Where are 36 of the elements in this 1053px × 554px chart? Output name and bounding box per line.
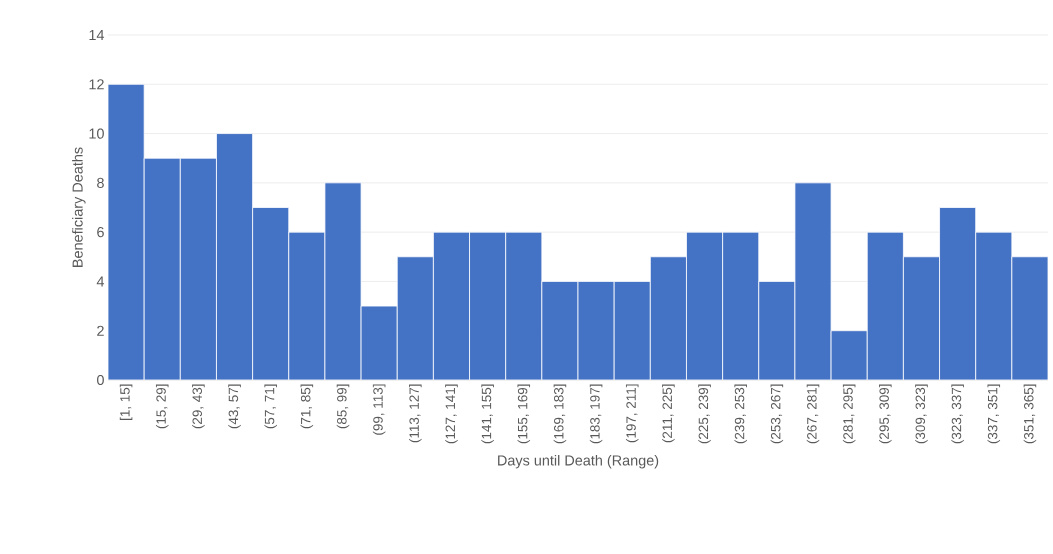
- x-tick-label: (99, 113]: [372, 384, 386, 435]
- x-tick-label: (323, 337]: [951, 384, 964, 444]
- y-tick-label: 8: [97, 177, 104, 188]
- x-tick-label: (71, 85]: [300, 384, 314, 429]
- x-tick-label: (15, 29]: [155, 384, 169, 429]
- x-tick-label: (155, 169]: [517, 384, 531, 444]
- x-tick-label: (267, 281]: [806, 384, 820, 444]
- x-tick-label: [1, 15]: [119, 384, 133, 420]
- x-tick-label: (141, 155]: [481, 384, 494, 444]
- x-tick-label: (337, 351]: [987, 384, 1001, 444]
- x-tick-label: (239, 253]: [734, 384, 747, 444]
- x-tick-label: (253, 267]: [770, 384, 784, 444]
- x-tick-label: (127, 141]: [445, 384, 458, 444]
- x-tick-label: (211, 225]: [662, 384, 675, 443]
- x-tick-label: (85, 99]: [336, 384, 350, 429]
- x-tick-label: (295, 309]: [879, 384, 892, 444]
- x-tick-label: (113, 127]: [409, 384, 422, 443]
- y-tick-label: 0: [97, 374, 104, 386]
- y-tick-label: 12: [89, 79, 104, 90]
- x-tick-label: (57, 71]: [264, 384, 277, 429]
- x-tick-label: (351, 365]: [1023, 384, 1037, 444]
- y-tick-label: 2: [97, 325, 104, 336]
- y-axis-title: Beneficiary Deaths: [72, 147, 86, 267]
- x-axis-title: Days until Death (Range): [498, 454, 659, 469]
- y-tick-label: 10: [89, 128, 104, 139]
- x-tick-label: (225, 239]: [698, 384, 711, 444]
- x-tick-label: (183, 197]: [589, 384, 603, 444]
- x-tick-label: (29, 43]: [192, 384, 205, 429]
- x-tick-label: (197, 211]: [625, 384, 639, 443]
- x-tick-label: (43, 57]: [228, 384, 241, 429]
- x-tick-label: (309, 323]: [915, 384, 928, 444]
- y-tick-label: 6: [97, 227, 104, 238]
- x-tick-label: (281, 295]: [842, 384, 856, 444]
- x-tick-label: (169, 183]: [553, 384, 567, 444]
- y-tick-label: 4: [96, 276, 105, 287]
- y-tick-label: 14: [89, 30, 105, 40]
